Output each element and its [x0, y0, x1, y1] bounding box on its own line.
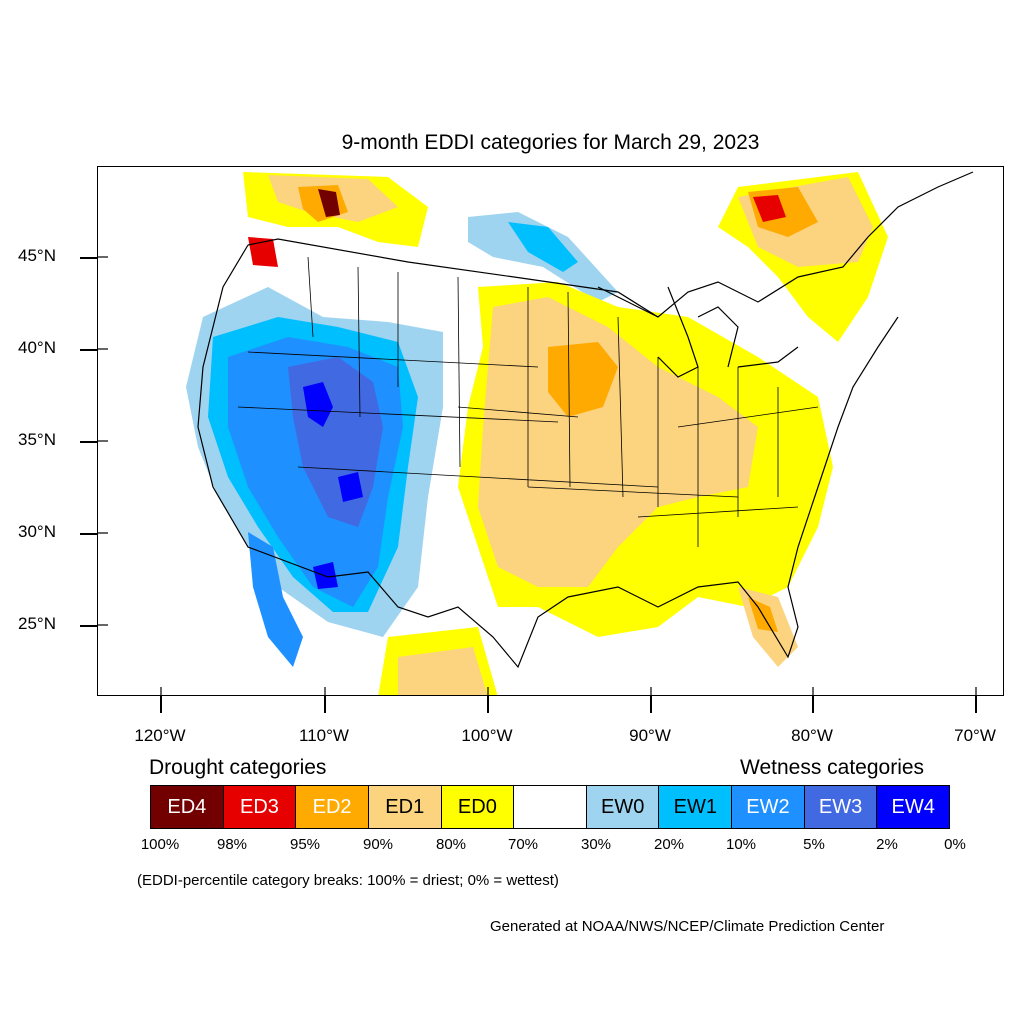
break-label: 20%: [653, 836, 685, 853]
lon-label-110: 110°W: [299, 726, 349, 745]
legend-cell-ew3: EW3: [804, 786, 878, 828]
ed4-region-idaho: [318, 189, 340, 217]
lat-tick: [80, 349, 97, 351]
legend-cell-ed1: ED1: [368, 786, 442, 828]
lat-tick: [80, 625, 97, 627]
ew1-region-superior: [508, 222, 578, 272]
break-label: 98%: [216, 836, 248, 853]
lat-tick: [80, 533, 97, 535]
drought-heading: Drought categories: [149, 756, 327, 779]
lat-tick: [80, 257, 97, 259]
ed3-region-wa: [248, 237, 278, 267]
break-label: 100%: [140, 836, 180, 853]
eddi-map-canvas: [98, 171, 977, 695]
legend-cell-neutral: [514, 786, 587, 828]
ew4-region-west: [303, 382, 363, 589]
ew-region-baja: [248, 532, 303, 667]
legend-cell-ew4: EW4: [877, 786, 950, 828]
ed1-region-mexico-south: [398, 647, 488, 695]
lon-tick: [812, 696, 814, 713]
legend-cell-ew1: EW1: [659, 786, 733, 828]
break-label: 5%: [803, 836, 825, 853]
lon-tick: [975, 696, 977, 713]
lon-tick: [324, 696, 326, 713]
state-lines: [237, 256, 819, 547]
legend-cell-ed4: ED4: [151, 786, 224, 828]
drought-regions: [243, 172, 888, 695]
break-label: 2%: [876, 836, 898, 853]
credit-line: Generated at NOAA/NWS/NCEP/Climate Predi…: [490, 918, 885, 935]
lon-tick: [160, 696, 162, 713]
legend-colorbar: ED4 ED3 ED2 ED1 ED0 EW0 EW1 EW2 EW3 EW4: [150, 785, 950, 829]
boundaries: [197, 171, 974, 669]
frame-ticks: [98, 256, 977, 695]
lon-label-120: 120°W: [134, 726, 186, 745]
lat-label-30: 30°N: [18, 522, 56, 541]
break-label: 95%: [289, 836, 321, 853]
lat-label-45: 45°N: [18, 246, 56, 265]
lon-tick: [650, 696, 652, 713]
ed2-region-iowa: [548, 342, 618, 417]
legend-cell-ew2: EW2: [732, 786, 805, 828]
ed3-region-ontario: [753, 195, 786, 222]
break-label: 80%: [435, 836, 467, 853]
legend-cell-ed2: ED2: [296, 786, 369, 828]
lon-label-80: 80°W: [791, 726, 833, 745]
category-note: (EDDI-percentile category breaks: 100% =…: [137, 872, 559, 889]
break-label: 70%: [507, 836, 539, 853]
wetness-heading: Wetness categories: [740, 756, 925, 779]
lon-label-70: 70°W: [954, 726, 996, 745]
legend-cell-ed3: ED3: [223, 786, 297, 828]
map-title: 9-month EDDI categories for March 29, 20…: [341, 131, 760, 154]
lat-label-25: 25°N: [18, 614, 56, 633]
legend-cell-ew0: EW0: [586, 786, 660, 828]
lon-label-100: 100°W: [461, 726, 513, 745]
break-label: 30%: [580, 836, 612, 853]
break-label: 0%: [944, 836, 966, 853]
lat-label-35: 35°N: [18, 430, 56, 449]
wetness-regions: [186, 212, 618, 667]
lon-label-90: 90°W: [629, 726, 671, 745]
great-lakes: [597, 286, 799, 378]
lon-tick: [487, 696, 489, 713]
break-label: 10%: [725, 836, 757, 853]
lat-label-40: 40°N: [18, 338, 56, 357]
lat-tick: [80, 441, 97, 443]
legend-cell-ed0: ED0: [441, 786, 515, 828]
break-label: 90%: [362, 836, 394, 853]
conus-outline: [197, 171, 974, 669]
eddi-map: [97, 166, 1004, 696]
